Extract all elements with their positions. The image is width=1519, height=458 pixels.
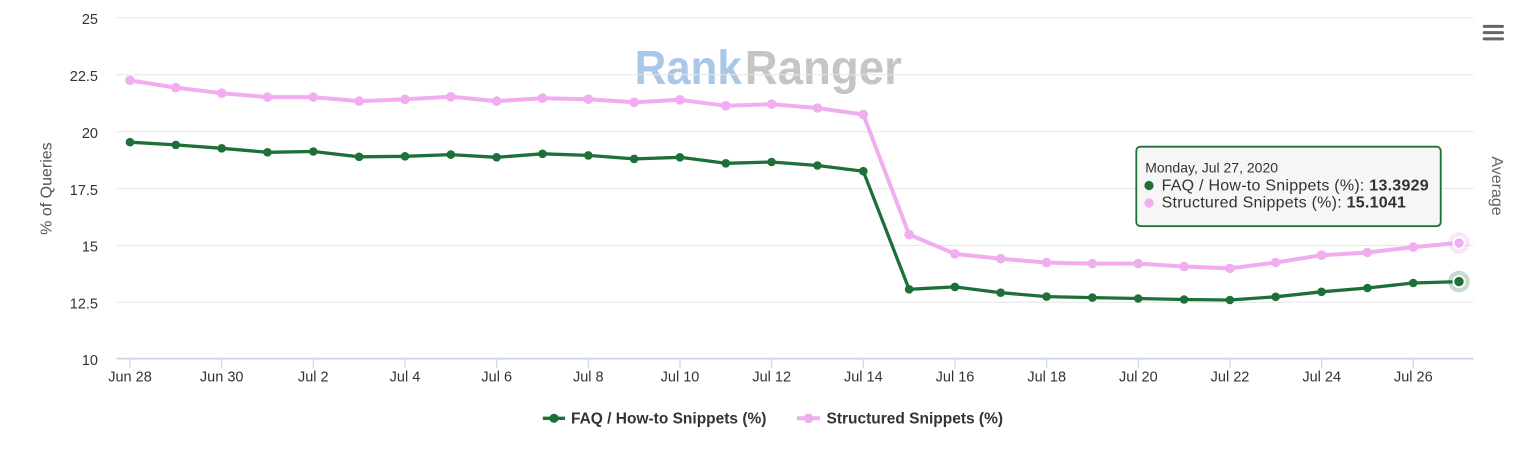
svg-text:FAQ / How-to Snippets (%): 13.: FAQ / How-to Snippets (%): 13.3929	[1162, 177, 1429, 194]
svg-text:Monday, Jul 27, 2020: Monday, Jul 27, 2020	[1145, 159, 1278, 175]
svg-text:Jul 2: Jul 2	[298, 370, 329, 386]
svg-text:Jul 26: Jul 26	[1394, 370, 1433, 386]
svg-text:Jul 14: Jul 14	[844, 370, 883, 386]
svg-text:FAQ / How-to Snippets (%): FAQ / How-to Snippets (%)	[571, 410, 766, 427]
svg-text:Structured Snippets (%): Structured Snippets (%)	[827, 410, 1004, 427]
svg-text:Jul 20: Jul 20	[1119, 370, 1158, 386]
svg-text:Ranger: Ranger	[745, 42, 902, 95]
svg-text:Jul 4: Jul 4	[390, 370, 421, 386]
svg-text:Jul 6: Jul 6	[481, 370, 512, 386]
svg-text:Structured Snippets (%): 15.10: Structured Snippets (%): 15.1041	[1162, 195, 1407, 212]
svg-text:Jul 10: Jul 10	[661, 370, 700, 386]
svg-text:% of Queries: % of Queries	[39, 142, 56, 234]
svg-text:20: 20	[82, 126, 98, 142]
svg-text:Rank: Rank	[635, 42, 742, 95]
svg-text:Jul 18: Jul 18	[1027, 370, 1066, 386]
svg-text:Jul 12: Jul 12	[752, 370, 791, 386]
svg-text:Jul 24: Jul 24	[1302, 370, 1341, 386]
svg-text:Jul 22: Jul 22	[1211, 370, 1250, 386]
svg-text:25: 25	[82, 12, 98, 28]
svg-text:Jun 30: Jun 30	[200, 370, 244, 386]
svg-text:Jul 16: Jul 16	[936, 370, 975, 386]
svg-text:12.5: 12.5	[70, 297, 98, 313]
svg-text:Jun 28: Jun 28	[108, 370, 152, 386]
svg-text:17.5: 17.5	[70, 183, 98, 199]
svg-text:22.5: 22.5	[70, 69, 98, 85]
svg-text:Jul 8: Jul 8	[573, 370, 604, 386]
svg-text:Average: Average	[1488, 156, 1505, 215]
svg-text:15: 15	[82, 240, 98, 256]
svg-text:10: 10	[82, 353, 98, 369]
